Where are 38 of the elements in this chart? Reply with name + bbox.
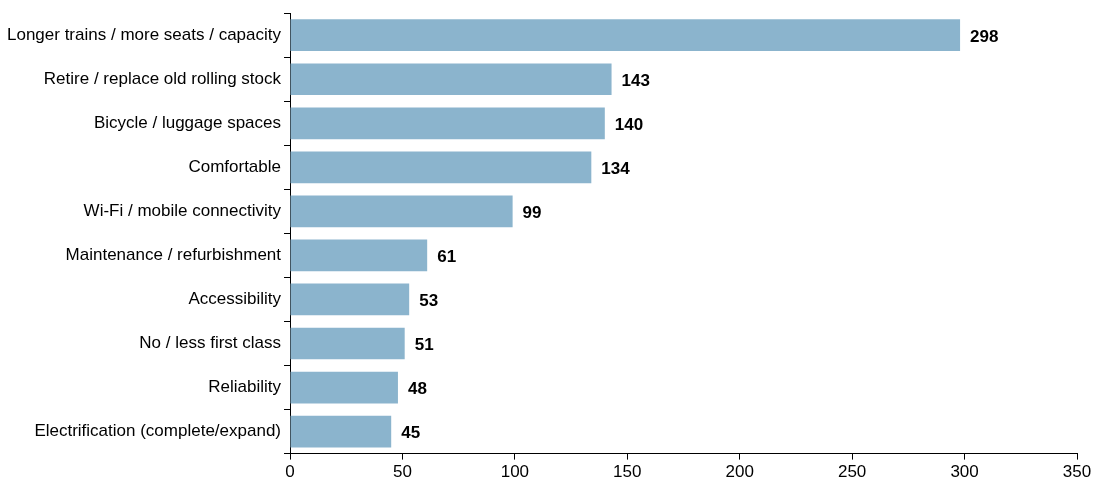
- x-tick-label: 50: [392, 462, 412, 482]
- bar: [290, 107, 605, 140]
- x-tick-label: 200: [725, 462, 754, 482]
- bar: [290, 283, 410, 316]
- data-label: 298: [970, 26, 999, 46]
- data-label: 61: [437, 247, 457, 267]
- y-tick-label: Longer trains / more seats / capacity: [6, 24, 282, 44]
- data-label: 143: [621, 70, 650, 90]
- y-tick-label: Electrification (complete/expand): [34, 421, 282, 441]
- y-tick-label: Comfortable: [188, 157, 282, 177]
- data-label: 99: [522, 203, 542, 223]
- y-tick-label: Retire / replace old rolling stock: [43, 68, 282, 88]
- bar: [290, 195, 513, 228]
- x-tick-label: 300: [950, 462, 979, 482]
- bar: [290, 415, 392, 448]
- data-label: 45: [401, 423, 421, 443]
- data-label: 48: [407, 379, 427, 399]
- x-tick-label: 0: [285, 462, 295, 482]
- x-tick-label: 250: [837, 462, 867, 482]
- x-tick-label: 350: [1062, 462, 1092, 482]
- bar: [290, 239, 428, 272]
- y-tick-label: Maintenance / refurbishment: [65, 245, 282, 265]
- x-tick-label: 100: [500, 462, 530, 482]
- bar: [290, 19, 961, 52]
- bar: [290, 63, 612, 96]
- bar: [290, 151, 592, 184]
- x-tick-label: 150: [613, 462, 642, 482]
- y-tick-label: No / less first class: [139, 333, 282, 353]
- y-tick-label: Bicycle / luggage spaces: [93, 112, 282, 132]
- data-label: 53: [419, 291, 439, 311]
- y-tick-label: Accessibility: [188, 289, 282, 309]
- bar: [290, 327, 405, 360]
- data-label: 140: [614, 114, 644, 134]
- data-label: 134: [601, 159, 631, 179]
- y-tick-label: Wi-Fi / mobile connectivity: [83, 201, 282, 221]
- y-tick-label: Reliability: [208, 377, 282, 397]
- bar: [290, 371, 398, 404]
- data-label: 51: [414, 335, 434, 355]
